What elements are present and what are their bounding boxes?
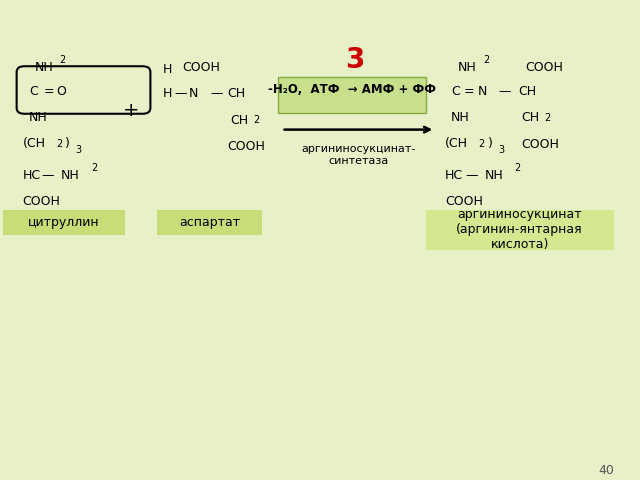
Text: C: C [29,84,38,98]
FancyBboxPatch shape [278,77,426,113]
Text: COOH: COOH [182,60,220,74]
Text: NH: NH [61,168,79,182]
Text: —: — [210,87,223,100]
Text: аргининосукцинат-
синтетаза: аргининосукцинат- синтетаза [301,144,415,166]
Text: HC: HC [22,168,40,182]
Text: CH: CH [518,84,536,98]
Text: —: — [175,87,188,100]
Text: CH: CH [227,87,245,100]
Text: ): ) [488,137,493,151]
Text: 2: 2 [56,139,63,149]
Text: COOH: COOH [522,137,559,151]
Text: NH: NH [29,111,47,124]
Text: HC: HC [445,168,463,182]
Text: N: N [478,84,488,98]
Text: (CH: (CH [445,137,468,151]
Text: —: — [498,84,511,98]
Text: -H₂O,  АТФ  → АМФ + ФФ: -H₂O, АТФ → АМФ + ФФ [268,83,436,96]
Text: 2: 2 [515,163,521,173]
Text: цитруллин: цитруллин [28,216,100,229]
Text: (CH: (CH [22,137,45,151]
Text: —: — [465,168,478,182]
Text: COOH: COOH [22,195,60,208]
Text: COOH: COOH [445,195,483,208]
Text: CH: CH [230,113,248,127]
Text: COOH: COOH [227,140,265,153]
FancyBboxPatch shape [426,210,614,250]
Text: NH: NH [484,168,503,182]
Text: 2: 2 [479,139,485,149]
Text: N: N [189,87,198,100]
Text: 2: 2 [91,163,97,173]
Text: O: O [56,84,66,98]
Text: H: H [163,87,173,100]
Text: =: = [464,84,475,98]
Text: 3: 3 [498,145,504,155]
Text: =: = [44,84,54,98]
Text: NH: NH [451,111,470,124]
Text: 2: 2 [483,55,490,65]
Text: COOH: COOH [525,60,563,74]
Text: 3: 3 [76,145,82,155]
Text: 3: 3 [346,46,365,74]
Text: +: + [123,101,140,120]
Text: NH: NH [458,60,476,74]
FancyBboxPatch shape [157,210,262,235]
Text: CH: CH [522,111,540,124]
Text: C: C [451,84,460,98]
Text: аргининосукцинат
(аргинин-янтарная
кислота): аргининосукцинат (аргинин-янтарная кисло… [456,208,583,252]
Text: 2: 2 [544,113,550,122]
Text: —: — [42,168,54,182]
Text: 40: 40 [598,464,614,477]
Text: H: H [163,63,173,76]
FancyBboxPatch shape [3,210,125,235]
Text: NH: NH [35,60,54,74]
Text: аспартат: аспартат [179,216,241,229]
Text: ): ) [65,137,70,151]
Text: 2: 2 [59,55,65,65]
Text: 2: 2 [253,115,259,125]
